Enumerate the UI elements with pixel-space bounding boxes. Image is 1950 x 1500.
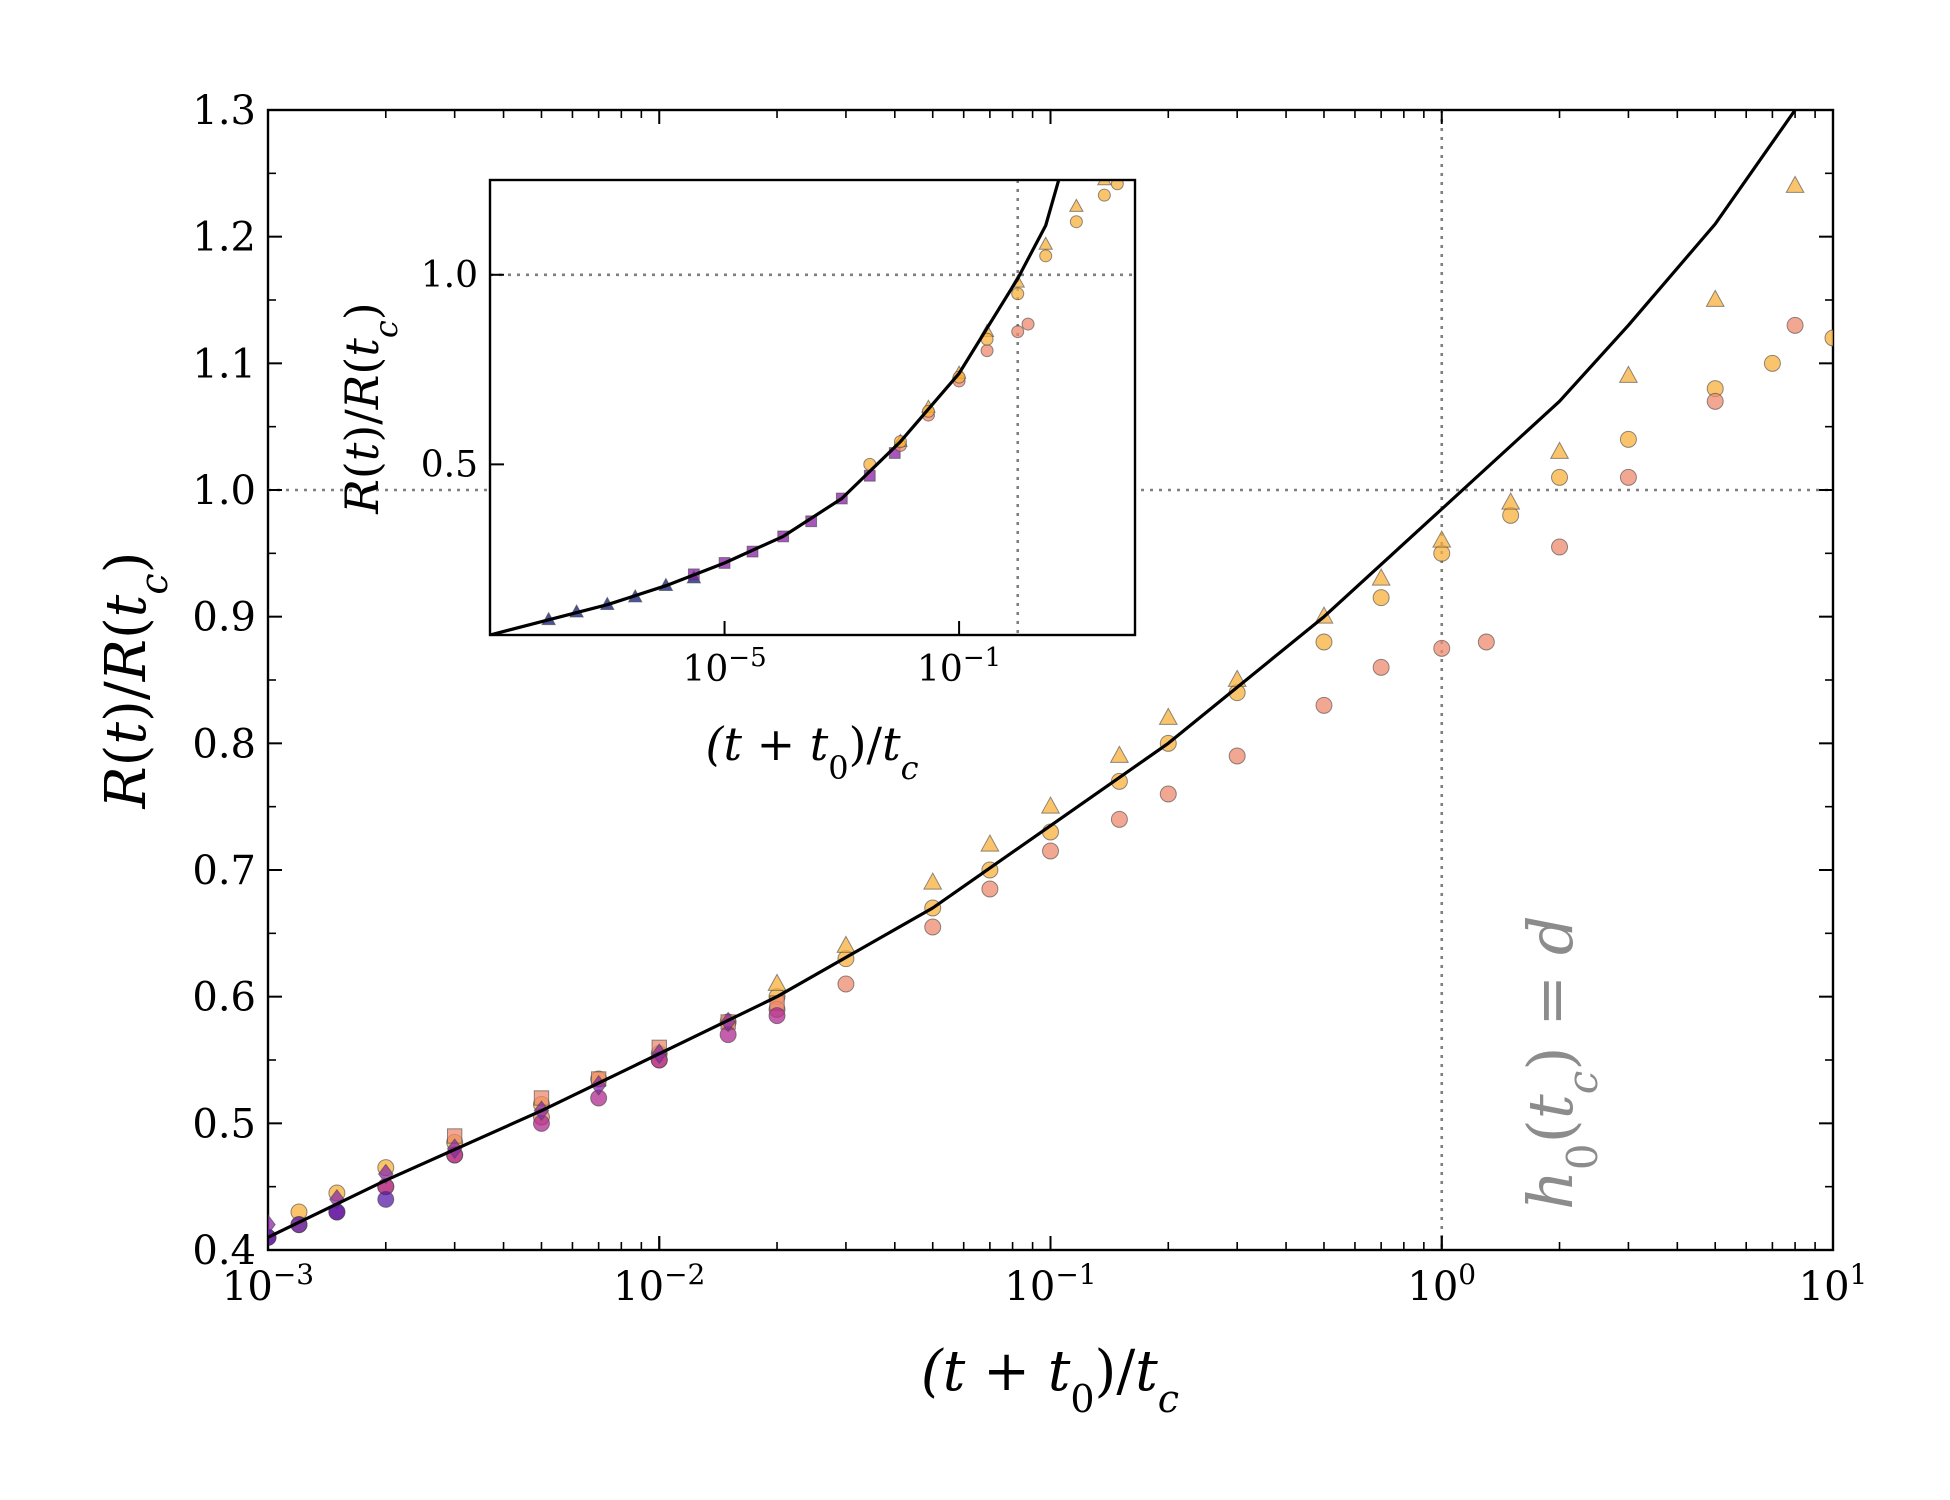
inset-model-curve: [490, 180, 1061, 635]
main-point-orange-circles-18: [1433, 544, 1451, 562]
inset-point-orange-circles-8: [1097, 188, 1111, 202]
main-point-orange-circles-24: [1824, 329, 1833, 347]
inset-x-tick-label-1: 10−1: [917, 643, 1001, 690]
inset-plot-frame: [488, 178, 1137, 637]
inset-point-orange-triangles-6: [1068, 198, 1084, 212]
inset-point-salmon-circles-3: [980, 344, 994, 358]
main-point-orange-triangles-9: [1371, 568, 1391, 586]
main-point-orange-triangles-11: [1501, 492, 1521, 510]
inset-reference-lines: [490, 180, 1135, 635]
main-model-curve-line: [268, 110, 1797, 1239]
main-point-orange-triangles-10: [1432, 530, 1452, 548]
main-point-orange-triangles-1: [836, 935, 856, 953]
main-y-tick-label-6: 1.0: [192, 468, 256, 514]
main-point-salmon-circles-17: [1551, 538, 1569, 556]
main-y-ticks: 0.4 0.5 0.6 0.7 0.8 0.9 1.0 1.1 1.2 1.3: [192, 88, 1833, 1274]
main-point-salmon-circles-18: [1619, 468, 1637, 486]
inset-y-tick-label-0: 0.5: [421, 444, 478, 485]
main-point-orange-triangles-12: [1549, 441, 1570, 459]
main-y-axis-title: R(t)/R(tc): [94, 552, 176, 810]
main-point-salmon-circles-13: [1315, 696, 1333, 714]
inset-axes: 10−5 10−1 0.5 1.0 (t + t0)/tc R(t)/R(tc): [335, 178, 1137, 787]
main-point-salmon-circles-6: [837, 975, 855, 993]
main-x-tick-label-0: 10−3: [222, 1258, 314, 1311]
inset-point-orange-circles-6: [1039, 249, 1053, 263]
main-x-tick-label-3: 100: [1407, 1258, 1476, 1311]
main-point-purple-diamonds-2: [377, 1163, 394, 1185]
main-x-ticks: 10−3 10−2 10−1 100 101: [222, 110, 1867, 1310]
inset-background: [490, 180, 1135, 635]
main-point-salmon-circles-16: [1477, 633, 1495, 651]
main-point-orange-triangles-4: [1040, 796, 1061, 814]
main-point-salmon-circles-15: [1433, 639, 1451, 657]
main-point-salmon-circles-19: [1706, 392, 1724, 410]
main-y-tick-label-2: 0.6: [192, 975, 256, 1021]
inset-model-curve-line: [490, 180, 1061, 635]
main-point-orange-circles-21: [1619, 430, 1637, 448]
annotation-label: h0(tc) = d: [1514, 915, 1607, 1210]
inset-y-axis-title: R(t)/R(tc): [335, 302, 405, 515]
main-y-tick-label-7: 1.1: [192, 341, 256, 387]
inset-curve-clip-group: [490, 180, 1061, 635]
main-point-orange-circles-19: [1502, 506, 1520, 524]
inset-x-tick-label-0: 10−5: [682, 643, 766, 690]
main-point-orange-circles-20: [1551, 468, 1569, 486]
inset-x-axis-title: (t + t0)/tc: [706, 717, 919, 787]
main-series-orange-triangles: [767, 175, 1805, 991]
inset-point-orange-triangles-5: [1038, 236, 1054, 250]
main-point-orange-circles-23: [1763, 354, 1781, 372]
main-y-tick-label-0: 0.4: [192, 1228, 256, 1274]
main-point-orange-triangles-14: [1705, 289, 1725, 307]
main-x-tick-label-1: 10−2: [613, 1258, 705, 1311]
inset-point-orange-circles-7: [1069, 215, 1083, 229]
main-point-magenta-circles-8: [768, 1007, 786, 1025]
main-y-tick-label-3: 0.7: [192, 848, 256, 894]
main-point-salmon-circles-9: [1042, 842, 1059, 860]
main-curve-clip-group: [268, 110, 1797, 1239]
main-y-tick-label-5: 0.9: [192, 595, 256, 641]
main-point-orange-circles-17: [1372, 589, 1390, 607]
main-y-tick-label-8: 1.2: [192, 215, 256, 261]
main-x-axis-title: (t + t0)/tc: [921, 1339, 1179, 1421]
main-point-salmon-circles-20: [1786, 316, 1804, 334]
main-y-tick-label-9: 1.3: [192, 88, 256, 134]
main-point-salmon-circles-10: [1110, 810, 1128, 828]
main-point-orange-triangles-2: [923, 872, 943, 890]
main-x-tick-label-4: 101: [1799, 1258, 1868, 1311]
main-series-indigo-circles: [268, 1190, 395, 1246]
main-y-tick-label-4: 0.8: [192, 721, 256, 767]
main-reference-lines: [268, 110, 1833, 1250]
main-point-orange-triangles-6: [1158, 707, 1178, 725]
main-point-orange-triangles-3: [980, 834, 1000, 852]
inset-y-ticks: 0.5 1.0: [421, 255, 504, 485]
inset-x-ticks: 10−5 10−1: [682, 621, 1001, 690]
main-point-orange-triangles-13: [1618, 365, 1639, 383]
main-point-salmon-circles-14: [1372, 658, 1390, 676]
inset-point-orange-circles-9: [1110, 180, 1124, 191]
inset-point-orange-circles-5: [1011, 287, 1025, 301]
inset-point-salmon-circles-5: [1021, 317, 1035, 331]
main-point-orange-triangles-5: [1109, 745, 1130, 763]
main-x-tick-label-2: 10−1: [1004, 1258, 1096, 1311]
main-model-curve: [268, 110, 1797, 1239]
main-point-orange-triangles-15: [1785, 175, 1805, 193]
inset-point-salmon-circles-4: [1011, 325, 1025, 339]
main-point-salmon-circles-7: [924, 918, 942, 936]
main-point-orange-circles-16: [1315, 633, 1333, 651]
main-point-orange-triangles-0: [767, 973, 787, 991]
main-y-tick-label-1: 0.5: [192, 1101, 256, 1147]
main-point-salmon-circles-11: [1159, 785, 1177, 803]
main-point-indigo-circles-3: [377, 1190, 395, 1208]
main-point-salmon-circles-12: [1228, 747, 1246, 765]
inset-y-tick-label-1: 1.0: [421, 255, 478, 296]
main-point-salmon-circles-8: [981, 880, 999, 898]
